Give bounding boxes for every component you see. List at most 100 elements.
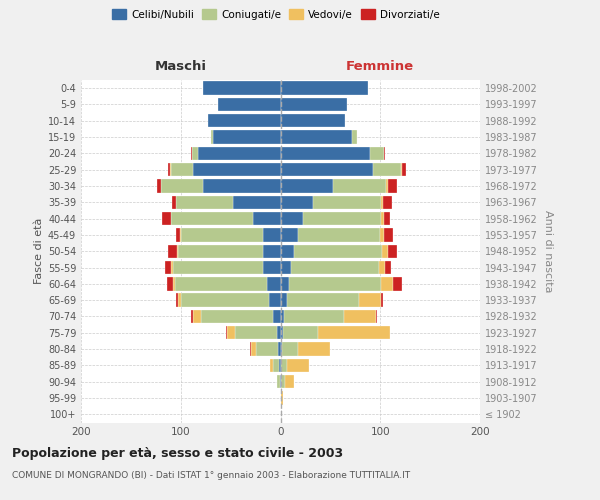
Bar — [292, 261, 379, 274]
Bar — [161, 180, 203, 192]
Bar — [281, 146, 370, 160]
Bar — [269, 358, 272, 372]
Bar — [253, 212, 281, 226]
Bar — [181, 294, 269, 307]
Bar — [235, 326, 277, 340]
Bar — [281, 130, 352, 144]
Bar — [256, 342, 278, 356]
Bar — [167, 277, 173, 290]
Bar — [385, 261, 391, 274]
Bar — [381, 212, 384, 226]
Bar — [289, 277, 381, 290]
Bar — [281, 114, 346, 128]
Bar — [281, 358, 287, 372]
Bar — [173, 261, 263, 274]
Bar — [393, 277, 402, 290]
Bar — [203, 82, 281, 95]
Bar — [227, 326, 235, 340]
Bar — [263, 261, 281, 274]
Bar — [226, 326, 227, 340]
Bar — [168, 244, 177, 258]
Bar — [171, 163, 193, 176]
Bar — [352, 130, 358, 144]
Text: COMUNE DI MONGRANDO (BI) - Dati ISTAT 1° gennaio 2003 - Elaborazione TUTTITALIA.: COMUNE DI MONGRANDO (BI) - Dati ISTAT 1°… — [12, 471, 410, 480]
Bar — [181, 228, 263, 241]
Bar — [384, 146, 385, 160]
Bar — [373, 163, 401, 176]
Bar — [384, 228, 393, 241]
Bar — [334, 180, 386, 192]
Bar — [287, 294, 359, 307]
Bar — [191, 146, 192, 160]
Bar — [381, 196, 383, 209]
Bar — [298, 228, 380, 241]
Bar — [278, 342, 281, 356]
Bar — [170, 163, 171, 176]
Bar — [162, 212, 171, 226]
Bar — [281, 98, 347, 111]
Bar — [384, 212, 390, 226]
Bar — [251, 342, 256, 356]
Bar — [381, 277, 393, 290]
Bar — [298, 342, 331, 356]
Bar — [402, 163, 406, 176]
Bar — [208, 114, 281, 128]
Bar — [192, 146, 198, 160]
Bar — [283, 342, 298, 356]
Bar — [178, 244, 263, 258]
Bar — [233, 196, 281, 209]
Bar — [191, 310, 193, 323]
Bar — [250, 342, 251, 356]
Bar — [281, 244, 295, 258]
Bar — [381, 294, 383, 307]
Bar — [171, 261, 173, 274]
Bar — [313, 196, 381, 209]
Bar — [281, 310, 284, 323]
Bar — [380, 228, 384, 241]
Bar — [281, 261, 292, 274]
Bar — [171, 212, 253, 226]
Bar — [178, 294, 181, 307]
Bar — [203, 180, 281, 192]
Bar — [263, 244, 281, 258]
Bar — [277, 375, 280, 388]
Y-axis label: Fasce di età: Fasce di età — [34, 218, 44, 284]
Bar — [176, 294, 178, 307]
Bar — [359, 294, 381, 307]
Bar — [376, 310, 377, 323]
Bar — [283, 326, 319, 340]
Bar — [319, 326, 390, 340]
Bar — [281, 294, 287, 307]
Bar — [281, 212, 304, 226]
Bar — [388, 180, 397, 192]
Bar — [383, 196, 392, 209]
Bar — [287, 358, 310, 372]
Bar — [168, 163, 170, 176]
Bar — [379, 261, 385, 274]
Bar — [176, 196, 233, 209]
Bar — [198, 146, 281, 160]
Bar — [281, 277, 289, 290]
Bar — [388, 244, 397, 258]
Bar — [165, 261, 171, 274]
Y-axis label: Anni di nascita: Anni di nascita — [543, 210, 553, 292]
Bar — [218, 98, 281, 111]
Bar — [211, 130, 212, 144]
Bar — [344, 310, 376, 323]
Bar — [266, 277, 281, 290]
Bar — [281, 180, 334, 192]
Text: Popolazione per età, sesso e stato civile - 2003: Popolazione per età, sesso e stato civil… — [12, 448, 343, 460]
Bar — [281, 342, 283, 356]
Bar — [180, 228, 181, 241]
Bar — [172, 196, 176, 209]
Bar — [193, 310, 200, 323]
Bar — [200, 310, 272, 323]
Bar — [281, 326, 283, 340]
Text: Maschi: Maschi — [155, 60, 207, 74]
Bar — [175, 277, 266, 290]
Bar — [263, 228, 281, 241]
Bar — [277, 326, 281, 340]
Legend: Celibi/Nubili, Coniugati/e, Vedovi/e, Divorziati/e: Celibi/Nubili, Coniugati/e, Vedovi/e, Di… — [108, 5, 444, 24]
Bar — [370, 146, 384, 160]
Bar — [281, 163, 373, 176]
